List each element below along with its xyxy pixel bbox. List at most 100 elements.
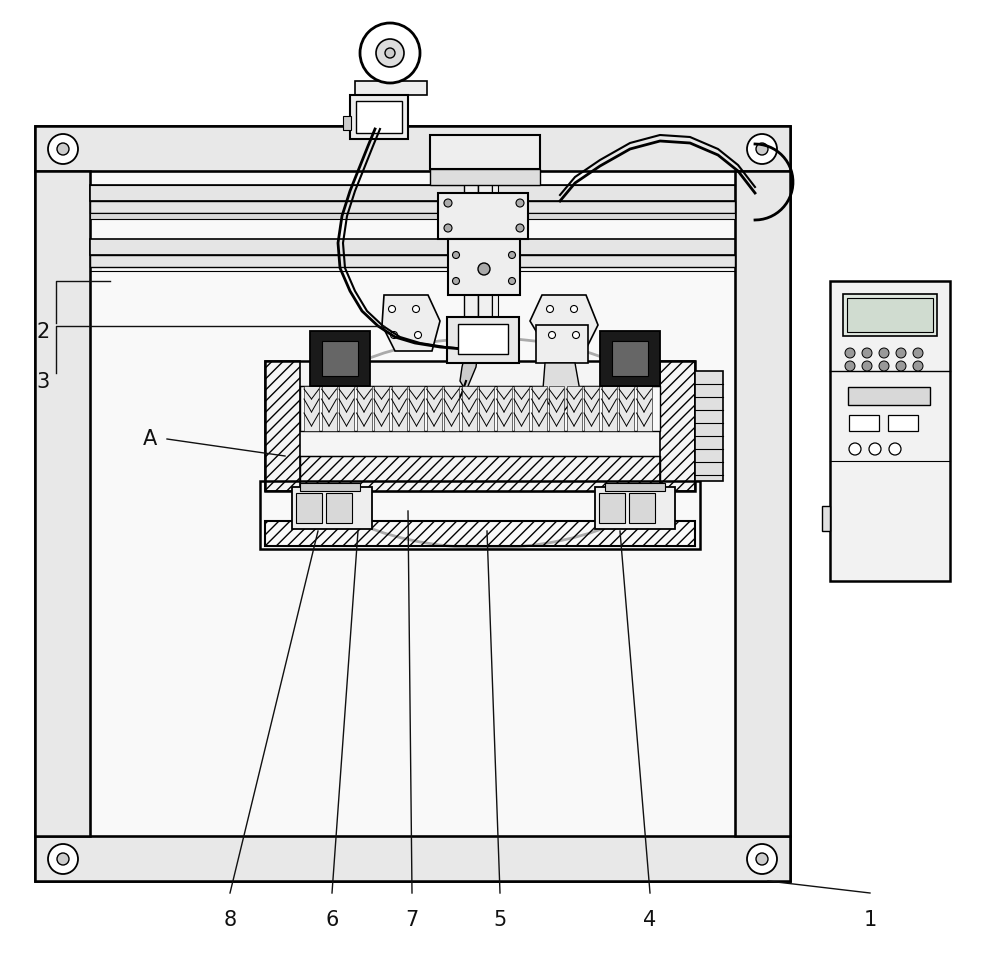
- Bar: [497, 386, 512, 431]
- Circle shape: [849, 444, 861, 456]
- Bar: [629, 494, 655, 524]
- Circle shape: [913, 361, 923, 372]
- Circle shape: [389, 307, 396, 313]
- Text: 4: 4: [643, 909, 657, 929]
- Bar: [536, 326, 588, 363]
- Circle shape: [747, 844, 777, 875]
- Circle shape: [516, 225, 524, 233]
- Bar: [35, 836, 790, 881]
- Circle shape: [360, 24, 420, 84]
- Bar: [304, 386, 319, 431]
- Bar: [847, 299, 933, 333]
- Bar: [90, 172, 735, 836]
- Circle shape: [478, 263, 490, 276]
- Text: 3: 3: [37, 372, 50, 391]
- Bar: [843, 295, 937, 336]
- Text: 5: 5: [493, 909, 507, 929]
- Circle shape: [413, 307, 420, 313]
- Bar: [599, 494, 625, 524]
- Circle shape: [453, 279, 460, 285]
- Bar: [458, 325, 508, 355]
- Bar: [612, 342, 648, 377]
- Bar: [374, 386, 389, 431]
- Text: 8: 8: [223, 909, 237, 929]
- Circle shape: [48, 135, 78, 165]
- Bar: [595, 487, 675, 530]
- Bar: [265, 361, 300, 491]
- Bar: [430, 136, 540, 170]
- Bar: [822, 506, 830, 531]
- Circle shape: [415, 333, 422, 339]
- Circle shape: [444, 225, 452, 233]
- Bar: [478, 170, 492, 361]
- Bar: [637, 386, 652, 431]
- Circle shape: [845, 349, 855, 358]
- Circle shape: [48, 844, 78, 875]
- Bar: [292, 487, 372, 530]
- Bar: [602, 386, 616, 431]
- Bar: [322, 342, 358, 377]
- Circle shape: [57, 853, 69, 865]
- Bar: [35, 127, 790, 172]
- Circle shape: [896, 361, 906, 372]
- Bar: [444, 386, 459, 431]
- Text: A: A: [143, 429, 157, 449]
- Bar: [619, 386, 634, 431]
- Circle shape: [869, 444, 881, 456]
- Circle shape: [879, 349, 889, 358]
- Bar: [90, 213, 735, 220]
- Polygon shape: [382, 296, 440, 352]
- Polygon shape: [543, 363, 580, 416]
- Circle shape: [509, 252, 516, 259]
- Circle shape: [385, 49, 395, 59]
- Circle shape: [862, 349, 872, 358]
- Bar: [462, 386, 477, 431]
- Circle shape: [756, 144, 768, 156]
- Bar: [605, 483, 665, 491]
- Bar: [584, 386, 599, 431]
- Circle shape: [889, 444, 901, 456]
- Bar: [265, 361, 695, 491]
- Bar: [265, 522, 695, 547]
- Bar: [310, 332, 370, 386]
- Bar: [566, 386, 582, 431]
- Circle shape: [453, 252, 460, 259]
- Bar: [549, 386, 564, 431]
- Bar: [392, 386, 407, 431]
- Bar: [427, 386, 442, 431]
- Circle shape: [896, 349, 906, 358]
- Circle shape: [845, 361, 855, 372]
- Bar: [326, 494, 352, 524]
- Bar: [356, 102, 402, 134]
- Bar: [660, 361, 695, 491]
- Bar: [357, 386, 372, 431]
- Circle shape: [509, 279, 516, 285]
- Bar: [735, 172, 790, 836]
- Bar: [322, 386, 337, 431]
- Bar: [849, 415, 879, 431]
- Circle shape: [548, 333, 556, 339]
- Circle shape: [862, 361, 872, 372]
- Circle shape: [516, 200, 524, 208]
- Bar: [409, 386, 424, 431]
- Circle shape: [572, 333, 580, 339]
- Bar: [35, 127, 790, 881]
- Bar: [383, 85, 397, 140]
- Text: 1: 1: [863, 909, 877, 929]
- Bar: [90, 256, 735, 268]
- Bar: [447, 318, 519, 363]
- Circle shape: [546, 307, 554, 313]
- Bar: [448, 239, 520, 296]
- Circle shape: [444, 200, 452, 208]
- Polygon shape: [530, 296, 598, 352]
- Circle shape: [57, 144, 69, 156]
- Bar: [492, 170, 498, 361]
- Bar: [300, 456, 660, 491]
- Bar: [90, 239, 735, 256]
- Circle shape: [570, 307, 578, 313]
- Bar: [532, 386, 546, 431]
- Circle shape: [756, 853, 768, 865]
- Bar: [300, 483, 360, 491]
- Text: 6: 6: [325, 909, 339, 929]
- Bar: [479, 386, 494, 431]
